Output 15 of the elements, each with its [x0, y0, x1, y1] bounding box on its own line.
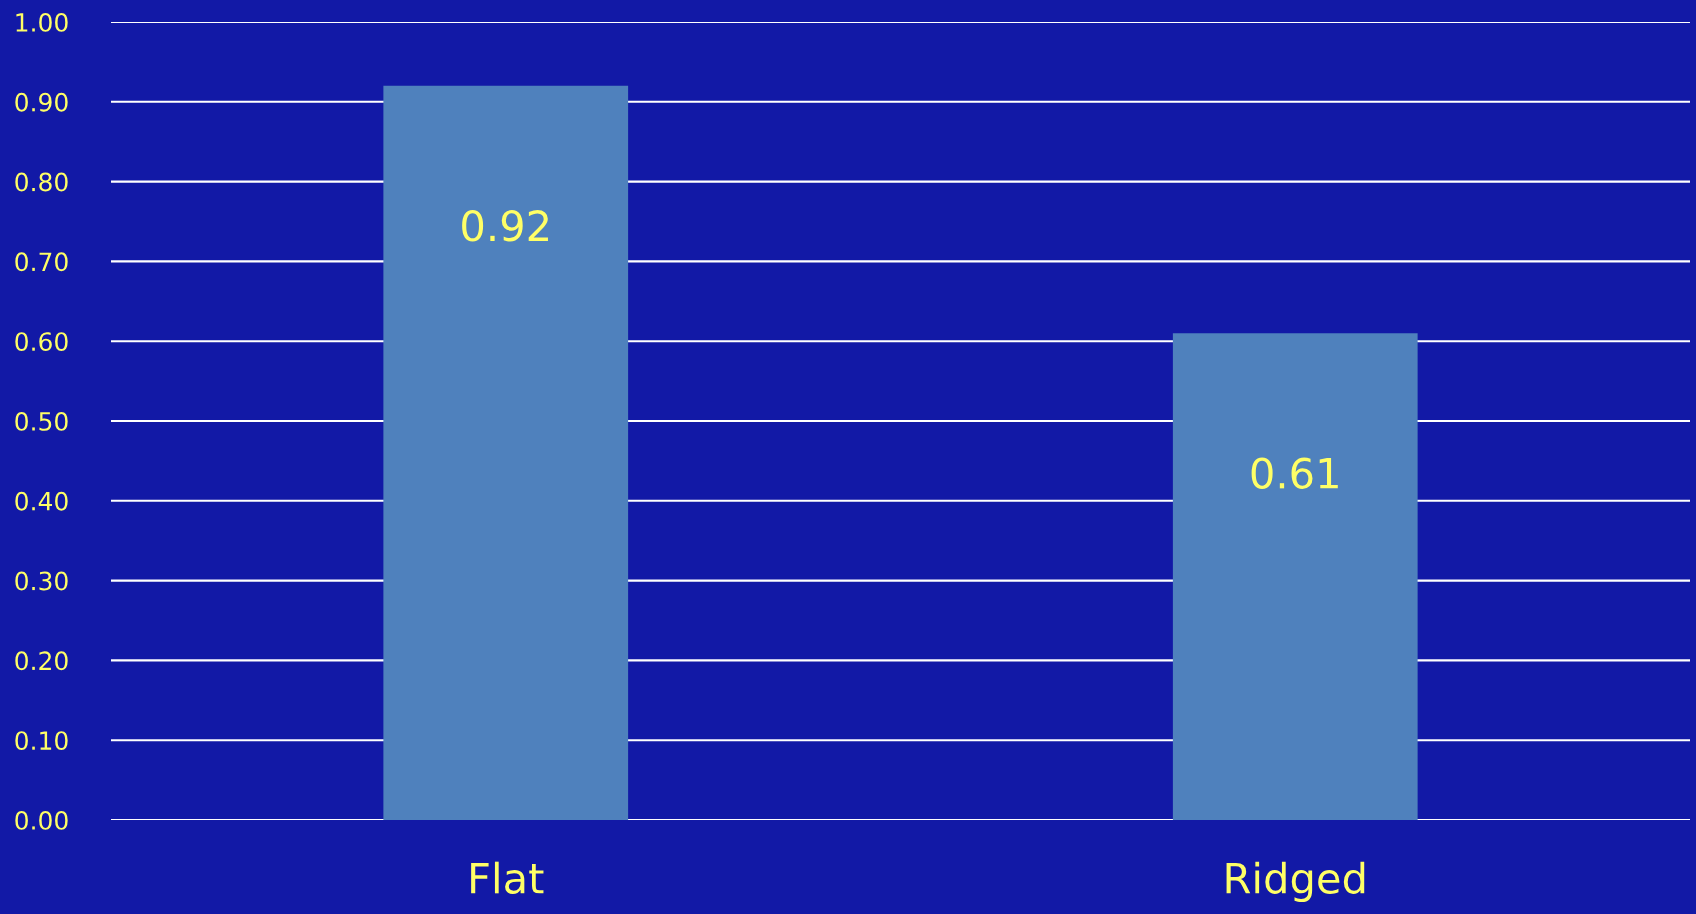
y-tick-label: 0.10 — [15, 731, 68, 751]
y-tick-label: 0.20 — [15, 651, 68, 671]
x-tick-label: Ridged — [1226, 861, 1365, 902]
y-tick-label: 0.40 — [15, 491, 68, 511]
y-tick-label: 0.50 — [15, 411, 68, 431]
data-label: 0.92 — [462, 210, 548, 242]
y-tick-label: 0.80 — [15, 172, 68, 192]
y-tick-label: 1.00 — [16, 12, 68, 32]
y-tick-label: 0.60 — [15, 332, 68, 352]
x-tick-label: Flat — [471, 861, 544, 894]
y-tick-label: 0.00 — [15, 810, 68, 830]
y-tick-label: 0.70 — [15, 252, 68, 272]
y-tick-label: 0.30 — [15, 571, 68, 591]
y-tick-label: 0.90 — [15, 92, 68, 112]
data-label: 0.61 — [1251, 457, 1338, 489]
